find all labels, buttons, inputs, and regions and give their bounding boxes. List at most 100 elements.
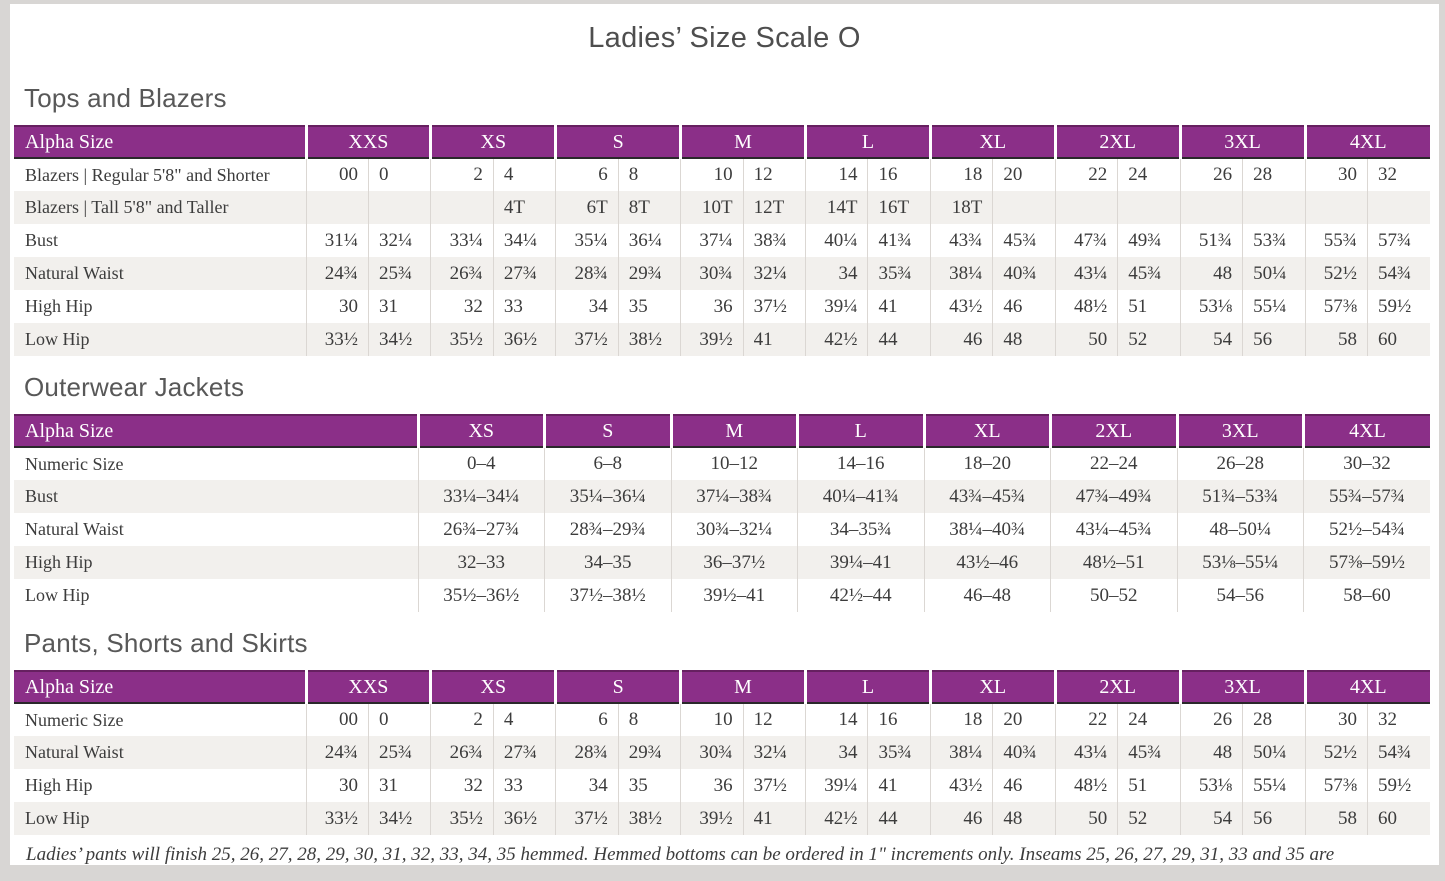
size-value-cell — [430, 191, 494, 224]
size-value-cell: 51 — [1117, 769, 1181, 802]
size-value-cell: 43½ — [929, 769, 993, 802]
size-value-cell: 25¾ — [367, 257, 431, 290]
size-value-cell: 30 — [1304, 703, 1368, 736]
size-value-cell: 43¼ — [1054, 736, 1118, 769]
size-value-cell: 28¾ — [555, 257, 619, 290]
size-value-cell: 43¾–45¾ — [923, 480, 1051, 513]
size-value-cell: 10 — [680, 158, 744, 191]
size-column-header: XS — [416, 415, 545, 447]
size-value-cell: 35¾ — [867, 736, 931, 769]
size-value-cell: 12 — [742, 158, 806, 191]
size-value-cell: 54¾ — [1366, 257, 1430, 290]
size-column-header: XL — [928, 671, 1056, 703]
size-value-cell: 10–12 — [670, 447, 798, 480]
size-value-cell: 22–24 — [1050, 447, 1177, 480]
size-value-cell: 42½–44 — [797, 579, 924, 612]
size-value-cell: 54 — [1179, 323, 1243, 356]
size-value-cell: 54¾ — [1366, 736, 1430, 769]
size-table: Alpha Size XXS XS S M L XL 2XL 3XL 4XL Blazers | R… — [14, 125, 1430, 356]
size-value-cell: 4 — [492, 703, 556, 736]
size-value-cell: 41 — [867, 769, 931, 802]
size-value-cell: 27¾ — [492, 257, 556, 290]
size-column-header: XXS — [304, 126, 431, 158]
size-value-cell: 27¾ — [492, 736, 556, 769]
size-value-cell: 24 — [1117, 158, 1181, 191]
size-value-cell: 16 — [867, 703, 931, 736]
size-value-cell: 57⅜ — [1304, 290, 1368, 323]
size-value-cell: 34¼ — [492, 224, 556, 257]
size-column-header: 4XL — [1303, 126, 1430, 158]
size-value-cell: 49¾ — [1117, 224, 1181, 257]
size-value-cell: 35½ — [430, 323, 494, 356]
size-value-cell: 33½ — [305, 323, 369, 356]
size-value-cell: 33½ — [305, 802, 369, 835]
size-value-cell — [367, 191, 431, 224]
table-row: Bust 31¼ 32¼ 33¼ 34¼ 35¼ 36¼ 37¼ 38¾ 40¼ 41¾ 43¾ 45¾… — [14, 224, 1430, 257]
size-value-cell: 46 — [929, 802, 993, 835]
size-value-cell: 20 — [992, 703, 1056, 736]
row-label: Blazers | Tall 5'8" and Taller — [25, 197, 229, 217]
size-value-cell: 26¾–27¾ — [417, 513, 545, 546]
size-value-cell: 24¾ — [305, 736, 369, 769]
size-value-cell: 10 — [680, 703, 744, 736]
size-table: Alpha Size XXS XS S M L XL 2XL 3XL 4XL Numeric Siz… — [14, 670, 1430, 835]
size-value-cell: 25¾ — [367, 736, 431, 769]
size-column-header: 2XL — [1049, 415, 1177, 447]
size-column-header: XS — [429, 126, 556, 158]
size-value-cell: 18 — [929, 703, 993, 736]
size-value-cell: 0–4 — [417, 447, 545, 480]
table-row: Natural Waist 24¾ 25¾ 26¾ 27¾ 28¾ 29¾ 30¾ 32¼ 34 3… — [14, 257, 1430, 290]
size-value-cell: 18 — [929, 158, 993, 191]
size-value-cell: 37½ — [555, 323, 619, 356]
size-value-cell: 26¾ — [430, 257, 494, 290]
size-value-cell: 37½ — [742, 290, 806, 323]
size-value-cell: 37½–38½ — [544, 579, 671, 612]
size-value-cell: 34 — [804, 736, 868, 769]
size-value-cell: 31 — [367, 769, 431, 802]
size-value-cell: 32 — [430, 290, 494, 323]
size-value-cell: 22 — [1054, 158, 1118, 191]
size-value-cell: 29¾ — [617, 736, 681, 769]
size-value-cell: 54–56 — [1176, 579, 1304, 612]
size-value-cell: 30 — [1304, 158, 1368, 191]
header-row: Alpha Size XXS XS S M L XL 2XL 3XL 4XL — [14, 126, 1430, 158]
size-value-cell: 32 — [430, 769, 494, 802]
size-value-cell: 31¼ — [305, 224, 369, 257]
size-value-cell: 35¾ — [867, 257, 931, 290]
size-value-cell: 34 — [804, 257, 868, 290]
size-value-cell: 4 — [492, 158, 556, 191]
size-value-cell: 35 — [617, 769, 681, 802]
size-value-cell: 52 — [1117, 802, 1181, 835]
size-value-cell: 36¼ — [617, 224, 681, 257]
size-column-header: XL — [922, 415, 1051, 447]
size-column-header: XS — [429, 671, 556, 703]
size-value-cell: 44 — [867, 323, 931, 356]
size-value-cell: 52½–54¾ — [1303, 513, 1430, 546]
size-value-cell: 37¼ — [680, 224, 744, 257]
size-value-cell: 35¼–36¼ — [544, 480, 671, 513]
size-column-header: S — [543, 415, 671, 447]
size-column-header: 2XL — [1053, 671, 1181, 703]
size-value-cell: 48½–51 — [1050, 546, 1177, 579]
size-value-cell: 18–20 — [923, 447, 1051, 480]
size-value-cell: 58 — [1304, 802, 1368, 835]
size-value-cell: 52 — [1117, 323, 1181, 356]
size-value-cell: 6 — [555, 158, 619, 191]
size-value-cell: 46 — [929, 323, 993, 356]
size-value-cell: 47¾ — [1054, 224, 1118, 257]
size-value-cell: 33¼ — [430, 224, 494, 257]
size-value-cell: 57⅜ — [1304, 769, 1368, 802]
size-column-header: L — [796, 415, 924, 447]
size-value-cell: 30¾ — [680, 257, 744, 290]
table-row: Blazers | Tall 5'8" and Taller 4T 6T 8T 10T 1… — [14, 191, 1430, 224]
size-value-cell — [305, 191, 369, 224]
size-value-cell: 38½ — [617, 802, 681, 835]
table-row: Numeric Size 00 0 2 4 6 8 10 12 14 16 18 20 22 24 26 28 3… — [14, 703, 1430, 736]
size-value-cell: 38¼–40¾ — [923, 513, 1051, 546]
size-value-cell: 32¼ — [367, 224, 431, 257]
row-label: High Hip — [25, 296, 93, 316]
table-row: Low Hip 33½ 34½ 35½ 36½ 37½ 38½ 39½ 41 42½ 44 46 48 5… — [14, 323, 1430, 356]
size-value-cell: 55¾–57¾ — [1303, 480, 1430, 513]
size-value-cell: 52½ — [1304, 736, 1368, 769]
size-value-cell: 53⅛ — [1179, 290, 1243, 323]
